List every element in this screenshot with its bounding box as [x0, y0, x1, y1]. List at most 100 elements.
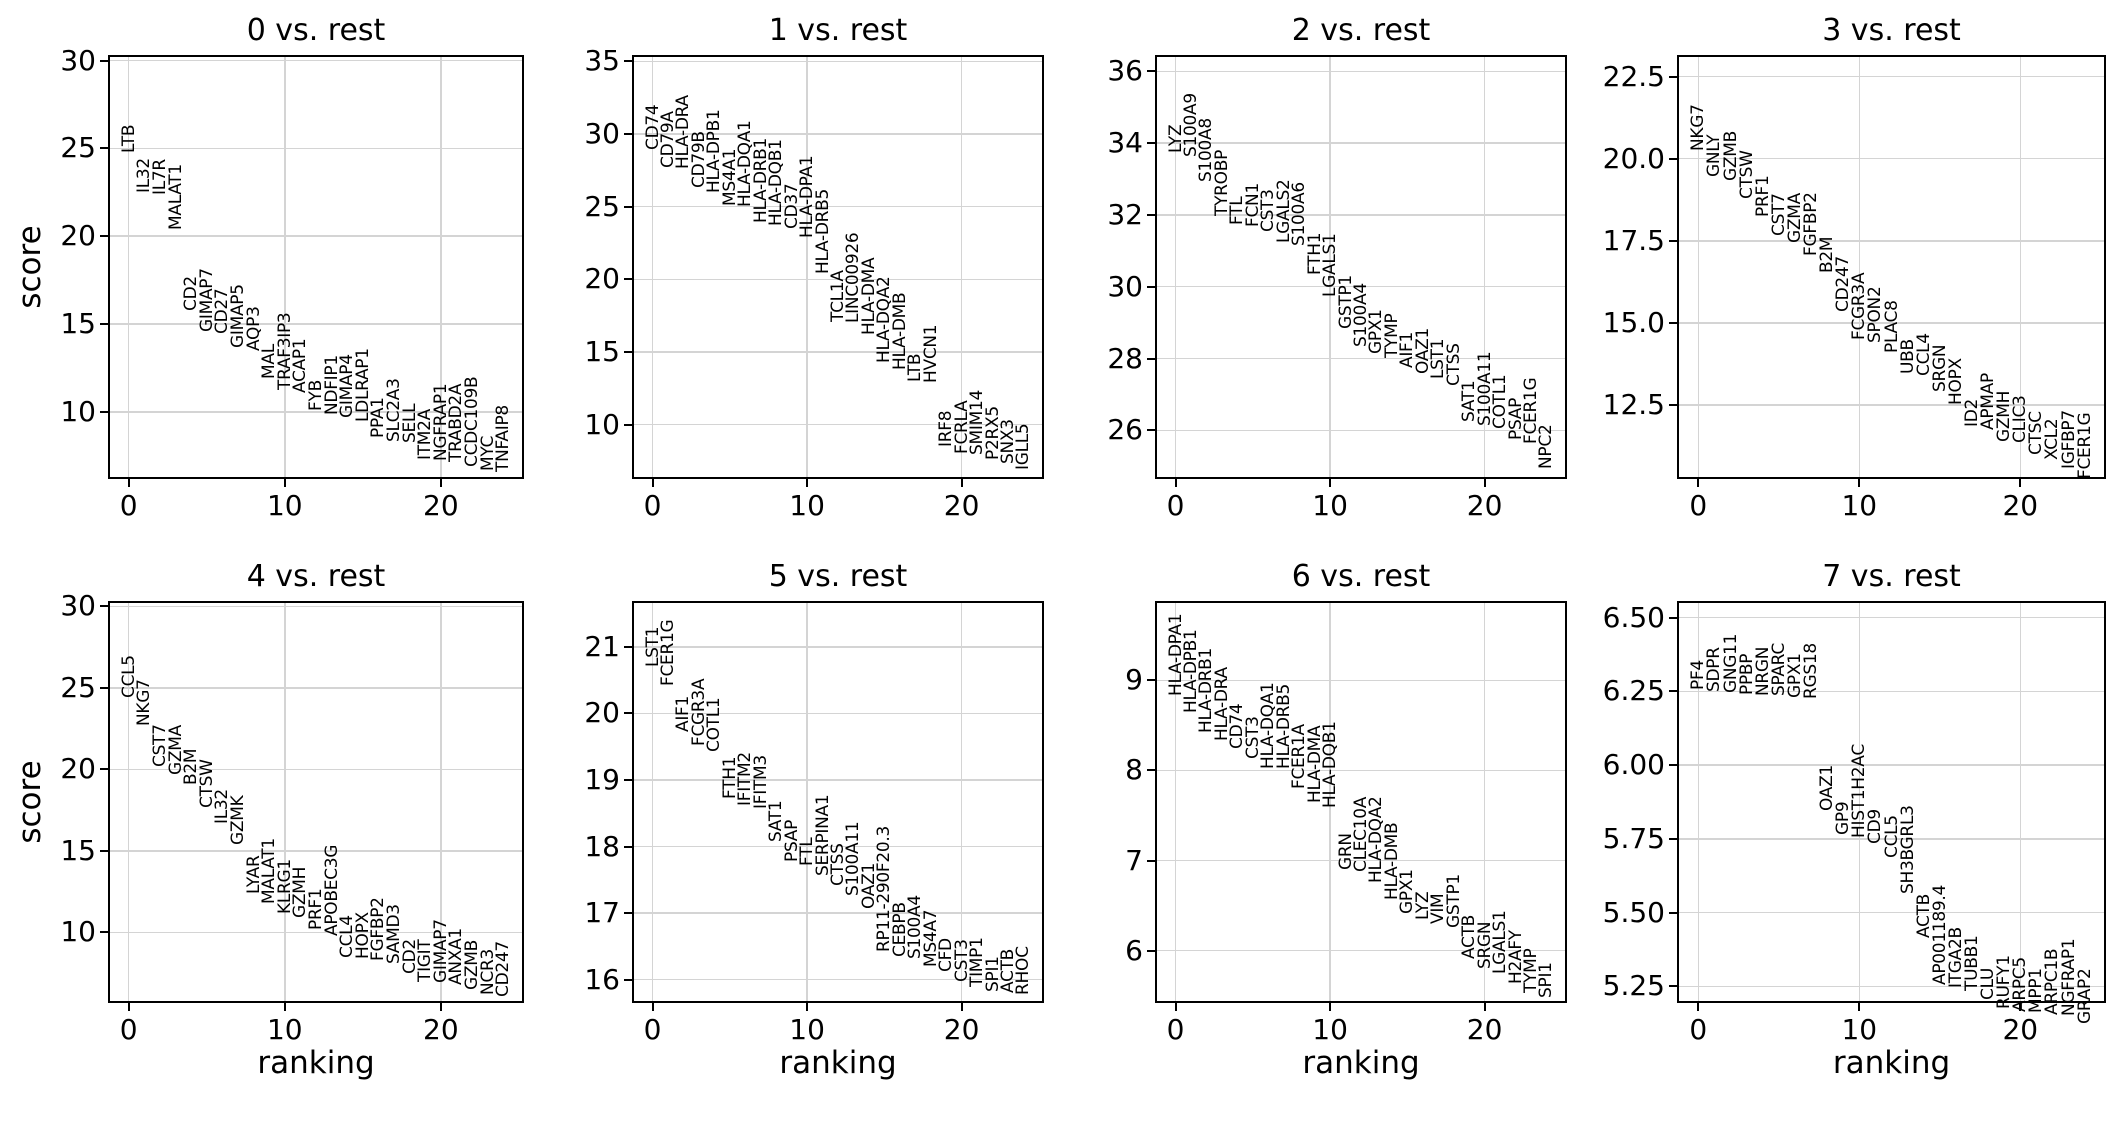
x-tick-label: 20 — [943, 1013, 980, 1046]
y-tick-mark — [100, 686, 110, 689]
x-tick-mark — [1174, 477, 1177, 487]
y-tick-label: 12.5 — [1602, 387, 1665, 421]
y-gridline — [634, 205, 1042, 208]
subplot-title: 2 vs. rest — [1291, 13, 1431, 48]
y-gridline — [1157, 142, 1565, 144]
gene-label-text: RHOC — [1013, 946, 1034, 995]
x-tick-label: 0 — [1689, 1013, 1708, 1046]
x-tick-mark — [651, 477, 654, 487]
x-gridline — [1483, 603, 1486, 1001]
x-gridline — [1858, 57, 1861, 477]
x-axis-label: ranking — [1302, 1045, 1420, 1081]
y-axis-label: score — [12, 225, 48, 309]
y-tick-label: 18 — [584, 829, 620, 863]
x-gridline — [960, 57, 963, 477]
y-tick-label: 17 — [584, 895, 620, 929]
y-gridline — [1157, 357, 1565, 360]
y-gridline — [1679, 838, 2104, 840]
y-tick-mark — [1669, 321, 1679, 324]
subplot-title: 1 vs. rest — [768, 13, 908, 48]
y-tick-mark — [1147, 70, 1157, 73]
y-gridline — [634, 646, 1042, 648]
y-tick-label: 6.00 — [1602, 747, 1665, 781]
x-gridline — [1858, 603, 1861, 1001]
y-tick-label: 8 — [1125, 753, 1143, 787]
y-tick-mark — [624, 278, 634, 281]
y-gridline — [1679, 616, 2104, 619]
y-tick-label: 20 — [60, 219, 96, 253]
gene-label-text: IGLL5 — [1013, 423, 1034, 471]
y-tick-label: 5.75 — [1602, 821, 1665, 855]
y-tick-label: 10 — [60, 915, 96, 949]
y-tick-label: 36 — [1107, 54, 1143, 88]
x-tick-mark — [806, 477, 809, 487]
y-tick-label: 10 — [584, 407, 620, 441]
y-tick-label: 30 — [60, 589, 96, 623]
y-gridline — [634, 60, 1042, 63]
y-tick-label: 6.25 — [1602, 674, 1665, 708]
y-tick-mark — [624, 60, 634, 63]
gene-label-text: MALAT1 — [165, 164, 186, 230]
y-gridline — [1157, 859, 1565, 862]
gene-label-text: FCER1G — [2074, 412, 2095, 480]
y-gridline — [110, 768, 522, 771]
y-gridline — [110, 411, 522, 413]
y-gridline — [110, 235, 522, 237]
gene-label-text: TNFAIP8 — [493, 405, 514, 473]
gene-label-text: HLA-DQB1 — [1320, 721, 1341, 809]
x-gridline — [127, 603, 130, 1001]
y-tick-label: 25 — [584, 189, 620, 223]
y-tick-mark — [1147, 679, 1157, 682]
y-tick-mark — [1669, 239, 1679, 242]
x-tick-label: 10 — [1312, 489, 1348, 522]
y-gridline — [1157, 214, 1565, 216]
y-tick-mark — [1147, 142, 1157, 145]
x-tick-label: 10 — [1841, 489, 1878, 522]
y-gridline — [634, 133, 1042, 135]
gene-label-text: GRAP2 — [2074, 968, 2095, 1024]
x-gridline — [127, 57, 130, 477]
x-gridline — [1329, 603, 1331, 1001]
y-tick-mark — [1147, 859, 1157, 862]
x-tick-mark — [1483, 1001, 1486, 1011]
x-tick-label: 10 — [266, 489, 303, 522]
x-tick-mark — [1329, 477, 1332, 487]
subplot-title: 5 vs. rest — [768, 559, 908, 594]
subplot-title: 7 vs. rest — [1822, 559, 1961, 594]
x-tick-mark — [1858, 477, 1861, 487]
y-gridline — [1679, 985, 2104, 987]
y-gridline — [1679, 75, 2104, 78]
x-tick-label: 0 — [1166, 489, 1185, 522]
x-tick-mark — [1483, 477, 1486, 487]
x-tick-label: 10 — [789, 489, 825, 522]
y-tick-mark — [100, 849, 110, 852]
x-tick-mark — [283, 477, 286, 487]
y-tick-mark — [624, 845, 634, 848]
y-tick-label: 20 — [584, 262, 620, 296]
x-tick-mark — [127, 1001, 130, 1011]
gene-label-text: HVCN1 — [920, 324, 941, 383]
y-tick-mark — [1669, 837, 1679, 840]
y-tick-label: 15 — [584, 334, 620, 368]
y-tick-label: 20 — [60, 752, 96, 786]
x-tick-label: 20 — [1466, 489, 1503, 522]
x-tick-label: 10 — [789, 1013, 825, 1046]
y-tick-label: 20.0 — [1602, 141, 1665, 175]
x-gridline — [1329, 57, 1331, 477]
y-tick-mark — [1669, 911, 1679, 914]
y-tick-label: 30 — [60, 43, 96, 77]
gene-label-text: GZMK — [227, 795, 248, 846]
y-gridline — [634, 845, 1042, 848]
x-tick-label: 10 — [1312, 1013, 1348, 1046]
y-tick-mark — [624, 712, 634, 715]
x-gridline — [1174, 57, 1177, 477]
y-tick-label: 28 — [1107, 341, 1143, 375]
y-gridline — [1157, 285, 1565, 288]
x-tick-mark — [1329, 1001, 1332, 1011]
gene-label-text: FCER1G — [658, 619, 678, 686]
subplot-5: 5 vs. rest ranking 16 17 18 19 20 21 0 10 20 LST1… — [584, 559, 1044, 1081]
gene-label-text: HLA-DRB5 — [812, 188, 833, 274]
subplot-title: 4 vs. rest — [246, 559, 386, 594]
y-tick-mark — [624, 645, 634, 648]
y-tick-label: 30 — [1107, 269, 1143, 303]
